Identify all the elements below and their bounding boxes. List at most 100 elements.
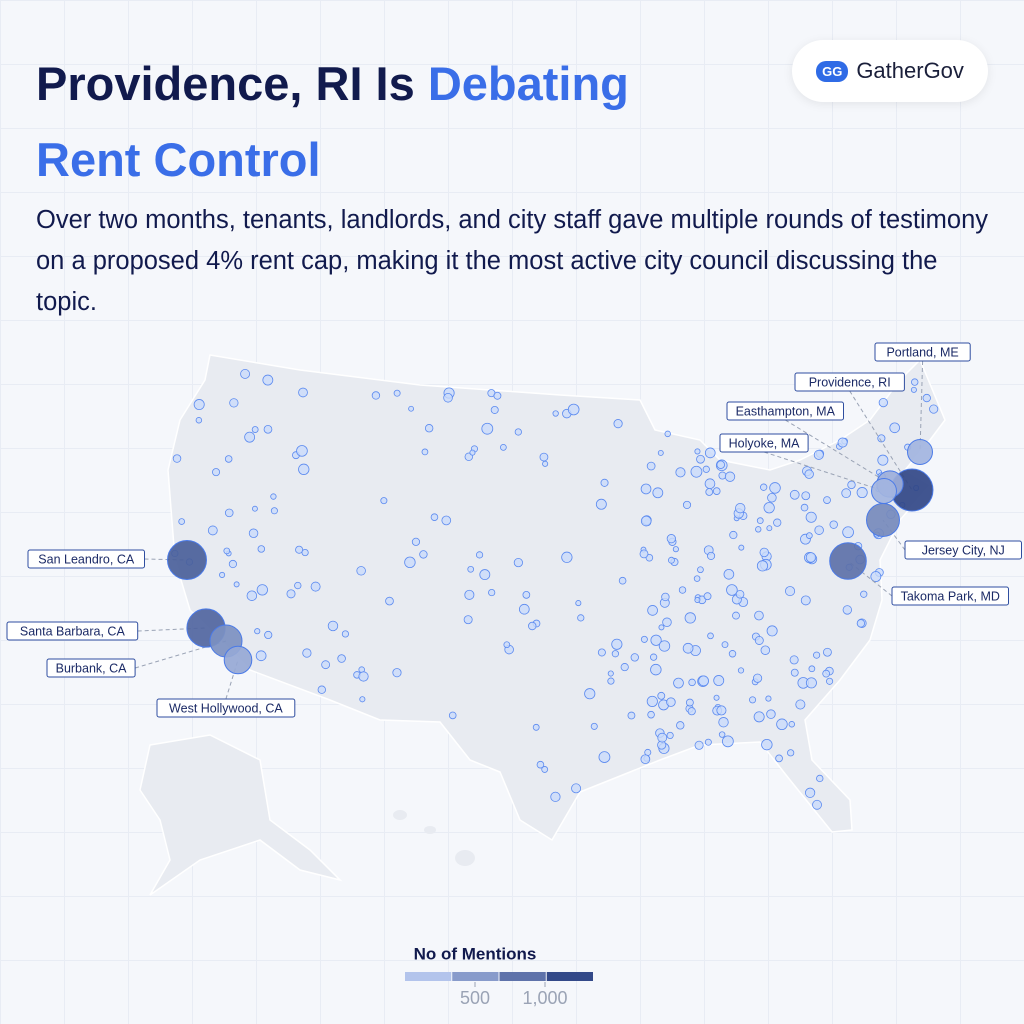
minor-dot <box>419 550 428 559</box>
minor-dot <box>675 467 686 478</box>
logo-icon: GG <box>816 60 849 82</box>
label-box <box>46 658 136 678</box>
minor-dot <box>805 677 817 689</box>
minor-dot <box>590 722 598 730</box>
minor-dot <box>658 640 671 652</box>
minor-dot <box>393 389 401 397</box>
minor-dot <box>808 665 816 673</box>
minor-dot <box>718 717 729 728</box>
minor-dot <box>814 525 824 535</box>
minor-dot <box>795 699 806 710</box>
minor-dot <box>822 669 831 678</box>
city-marker <box>167 540 207 580</box>
minor-dot <box>518 603 530 615</box>
minor-dot <box>842 605 853 615</box>
minor-dot <box>856 487 868 499</box>
minor-dot <box>536 760 545 769</box>
city-label: Providence, RI <box>809 375 891 389</box>
city-marker <box>829 542 867 580</box>
minor-dot <box>584 688 596 700</box>
label-box <box>874 342 971 362</box>
minor-dot <box>805 511 817 523</box>
minor-dot <box>650 663 662 676</box>
minor-dot <box>878 397 888 408</box>
minor-dot <box>738 544 745 551</box>
minor-dot <box>207 525 218 536</box>
minor-dot <box>358 671 369 682</box>
minor-dot <box>257 545 266 553</box>
minor-dot <box>263 424 273 434</box>
logo: GG GatherGov <box>792 40 988 102</box>
minor-dot <box>723 568 735 580</box>
minor-dot <box>732 611 740 620</box>
logo-name: GatherGov <box>856 58 964 83</box>
minor-dot <box>371 391 381 400</box>
minor-dot <box>597 648 606 657</box>
minor-dot <box>252 505 258 512</box>
minor-dot <box>490 405 499 414</box>
minor-dot <box>760 645 771 655</box>
title-highlight: Debating Rent Control <box>36 57 629 186</box>
minor-dot <box>684 612 696 624</box>
minor-dot <box>246 590 258 601</box>
minor-dot <box>463 615 473 625</box>
minor-dot <box>682 642 694 654</box>
minor-dot <box>687 707 696 716</box>
minor-dot <box>790 668 799 677</box>
minor-dot <box>448 711 457 720</box>
minor-dot <box>761 738 773 751</box>
minor-dot <box>801 491 811 501</box>
minor-dot <box>729 530 738 540</box>
minor-dot <box>224 455 233 463</box>
minor-dot <box>752 673 763 683</box>
minor-dot <box>658 624 665 631</box>
minor-dot <box>542 460 549 467</box>
minor-dot <box>713 675 725 686</box>
minor-dot <box>805 787 816 798</box>
minor-dot <box>705 488 714 496</box>
title: Providence, RI Is Debating Rent Control <box>36 46 736 198</box>
minor-dot <box>359 696 366 703</box>
minor-dot <box>327 620 339 632</box>
label-box <box>794 372 905 392</box>
minor-dot <box>286 589 296 599</box>
minor-dot <box>805 552 817 563</box>
land <box>139 734 343 896</box>
minor-dot <box>244 431 256 443</box>
minor-dot <box>317 685 326 694</box>
city-label: Holyoke, MA <box>729 436 801 450</box>
minor-dot <box>233 581 240 588</box>
minor-dot <box>467 565 475 573</box>
minor-dot <box>766 525 773 532</box>
minor-dot <box>676 721 685 730</box>
minor-dot <box>775 754 783 763</box>
minor-dot <box>694 740 704 750</box>
city-marker <box>871 478 897 504</box>
minor-dot <box>856 619 866 628</box>
minor-dot <box>469 449 476 456</box>
subtitle: Over two months, tenants, landlords, and… <box>36 206 989 316</box>
minor-dot <box>860 590 868 598</box>
minor-dot <box>503 641 511 649</box>
minor-dot <box>264 630 273 640</box>
minor-dot <box>766 709 776 719</box>
legend-swatch <box>452 972 499 981</box>
minor-dot <box>756 560 769 572</box>
minor-dot <box>826 677 834 685</box>
minor-dot <box>722 735 734 748</box>
minor-dot <box>172 454 182 463</box>
minor-dot <box>754 610 764 621</box>
leader-line <box>919 360 924 453</box>
minor-dot <box>726 584 738 596</box>
leader-line <box>849 390 913 491</box>
minor-dot <box>475 551 484 559</box>
minor-dot <box>765 695 772 702</box>
legend-swatch <box>546 972 593 981</box>
minor-dot <box>302 648 312 658</box>
minor-dot <box>294 581 302 590</box>
minor-dot <box>404 556 416 569</box>
minor-dot <box>640 754 651 765</box>
minor-dot <box>769 482 781 494</box>
minor-dot <box>753 711 765 723</box>
minor-dot <box>646 461 656 471</box>
